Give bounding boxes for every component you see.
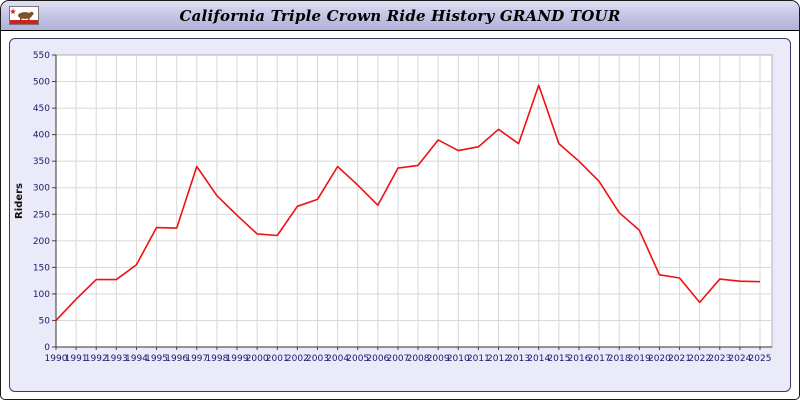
y-tick-label: 250 xyxy=(33,210,50,220)
x-tick-label: 1996 xyxy=(165,354,188,364)
x-tick-label: 2004 xyxy=(326,354,349,364)
x-tick-label: 2010 xyxy=(447,354,470,364)
riders-series-line xyxy=(55,84,761,322)
x-tick-label: 2011 xyxy=(467,354,490,364)
x-tick-label: 1993 xyxy=(105,354,128,364)
x-tick-label: 2022 xyxy=(688,354,711,364)
chart-panel: 0 50 100 150 200 250 300 350 400 450 500 550 1990 199… xyxy=(9,38,791,392)
x-tick-label: 2018 xyxy=(608,354,631,364)
x-tick-label: 2023 xyxy=(708,354,731,364)
x-tick-label: 2014 xyxy=(527,354,550,364)
x-tick-label: 2012 xyxy=(487,354,510,364)
y-tick-label: 450 xyxy=(33,104,50,114)
x-tick-label: 1999 xyxy=(226,354,249,364)
y-tick-label: 400 xyxy=(33,131,50,141)
california-flag-icon xyxy=(9,6,39,25)
x-tick-label: 1991 xyxy=(65,354,88,364)
x-tick-label: 1997 xyxy=(185,354,208,364)
x-tick-label: 2016 xyxy=(568,354,591,364)
x-tick-label: 2020 xyxy=(648,354,671,364)
y-tick-label: 550 xyxy=(33,51,50,61)
x-tick-label: 1990 xyxy=(45,354,68,364)
x-tick-label: 2024 xyxy=(728,354,751,364)
x-tick-label: 1995 xyxy=(145,354,168,364)
x-tick-label: 2006 xyxy=(366,354,389,364)
x-tick-label: 2001 xyxy=(266,354,289,364)
x-tick-label: 2008 xyxy=(407,354,430,364)
y-tick-label: 200 xyxy=(33,237,50,247)
x-tick-label: 2025 xyxy=(749,354,772,364)
x-tick-label: 1992 xyxy=(85,354,108,364)
x-tick-label: 2005 xyxy=(346,354,369,364)
y-tick-label: 300 xyxy=(33,184,50,194)
x-tick-label: 2015 xyxy=(547,354,570,364)
x-tick-label: 1998 xyxy=(205,354,228,364)
y-axis-title: Riders xyxy=(14,183,25,219)
ride-history-line-chart: 0501001502002503003504004505005501990199… xyxy=(14,51,773,364)
y-tick-label: 350 xyxy=(33,157,50,167)
x-tick-label: 2021 xyxy=(668,354,691,364)
y-tick-label: 0 xyxy=(44,343,50,353)
x-tick-label: 2017 xyxy=(588,354,611,364)
x-tick-label: 2019 xyxy=(628,354,651,364)
x-tick-label: 2003 xyxy=(306,354,329,364)
y-tick-label: 50 xyxy=(39,316,51,326)
x-tick-label: 1994 xyxy=(125,354,148,364)
y-tick-label: 150 xyxy=(33,263,50,273)
plot-area xyxy=(55,54,773,348)
x-tick-label: 2000 xyxy=(246,354,269,364)
title-bar: California Triple Crown Ride History GRA… xyxy=(1,1,799,31)
page-title: California Triple Crown Ride History GRA… xyxy=(179,6,621,25)
y-tick-label: 100 xyxy=(33,290,50,300)
x-tick-label: 2009 xyxy=(427,354,450,364)
y-tick-label: 500 xyxy=(33,78,50,88)
x-tick-label: 2013 xyxy=(507,354,530,364)
x-tick-label: 2002 xyxy=(286,354,309,364)
x-tick-label: 2007 xyxy=(386,354,409,364)
